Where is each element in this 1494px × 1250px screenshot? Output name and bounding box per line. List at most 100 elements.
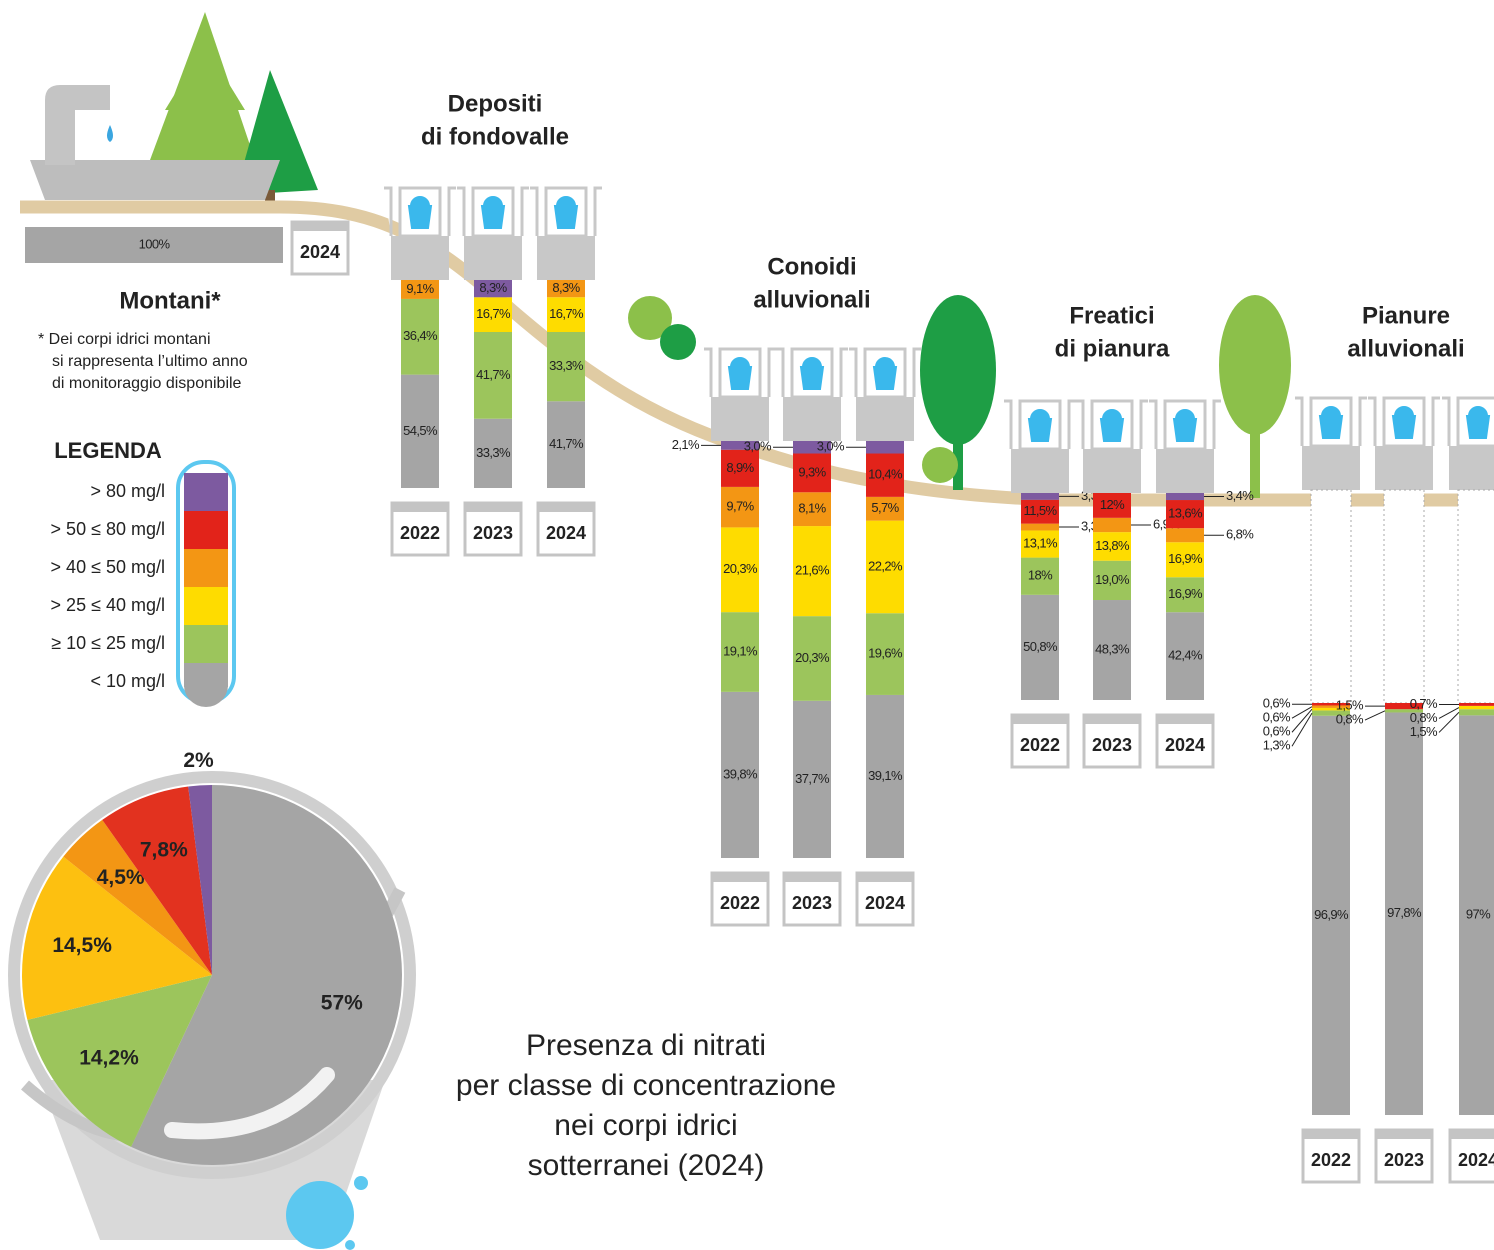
value-label: 1,5%: [1336, 698, 1364, 713]
year-label: 2024: [1458, 1150, 1494, 1170]
value-label: 33,3%: [549, 358, 584, 373]
bar-segment: [1093, 532, 1131, 561]
caption: per classe di concentrazione: [456, 1069, 836, 1102]
value-label: 97,8%: [1387, 905, 1422, 920]
calendar-icon: [1157, 715, 1213, 724]
value-label: 6,8%: [1226, 527, 1254, 542]
bucket-highlight: [164, 1067, 335, 1140]
group-title: Conoidi: [767, 253, 856, 280]
bar-segment: [401, 280, 439, 299]
bar-segment: [547, 332, 585, 402]
calendar-icon: [292, 222, 348, 231]
value-label: 0,6%: [1263, 710, 1291, 725]
value-label: 19,6%: [868, 646, 903, 661]
bar-segment: [793, 441, 831, 454]
value-label: 1,5%: [1410, 724, 1438, 739]
leader-line: [1291, 712, 1313, 747]
calendar-icon: [392, 503, 448, 512]
value-label: 19,0%: [1095, 572, 1130, 587]
legend-label: > 80 mg/l: [90, 481, 165, 501]
bar-segment: [1459, 709, 1494, 716]
calendar-icon: [1376, 1130, 1432, 1139]
bar-segment: [1166, 528, 1204, 543]
bar-segment: [474, 418, 512, 488]
bar-segment: [401, 374, 439, 488]
well-icon: [537, 236, 595, 280]
legend-swatch: [184, 683, 228, 707]
value-label: 0,7%: [1410, 696, 1438, 711]
value-label: 0,8%: [1336, 712, 1364, 727]
value-label: 16,7%: [476, 306, 511, 321]
year-label: 2023: [473, 523, 513, 543]
value-label: 41,7%: [549, 436, 584, 451]
legend-swatch: [184, 473, 228, 511]
well-icon: [1011, 449, 1069, 493]
pie-label: 2%: [183, 749, 214, 772]
pie-label: 14,2%: [79, 1047, 139, 1070]
bar-segment: [866, 694, 904, 858]
calendar-icon: [784, 873, 840, 882]
bar-segment: [1312, 715, 1350, 1115]
legend-swatch: [184, 511, 228, 549]
footnote: si rappresenta l’ultimo anno: [52, 353, 248, 370]
well-bucket: [1027, 409, 1053, 442]
year-label: 2022: [400, 523, 440, 543]
legend-label: > 25 ≤ 40 mg/l: [51, 595, 165, 615]
value-label: 5,7%: [871, 500, 899, 515]
value-label: 8,9%: [726, 460, 754, 475]
value-label: 20,3%: [723, 561, 758, 576]
pie-label: 14,5%: [52, 934, 112, 957]
bar-segment: [1312, 710, 1350, 716]
leader-line: [1364, 710, 1386, 721]
calendar-icon: [1303, 1130, 1359, 1139]
value-label: 0,6%: [1263, 724, 1291, 739]
value-label: 50,8%: [1023, 639, 1058, 654]
group-title: Montani*: [119, 287, 221, 314]
bar-segment: [474, 280, 512, 298]
value-label: 39,8%: [723, 766, 758, 781]
bar-segment: [1385, 712, 1423, 1115]
pie-slice: [131, 785, 402, 1165]
pie-slice: [63, 819, 212, 975]
bar-segment: [793, 492, 831, 527]
pie-label: 57%: [321, 992, 363, 1015]
well-icon: [783, 397, 841, 441]
well-icon: [464, 236, 522, 280]
group-title: Freatici: [1069, 302, 1154, 329]
value-label: 36,4%: [403, 328, 438, 343]
value-label: 37,7%: [795, 771, 830, 786]
year-label: 2023: [1092, 735, 1132, 755]
bar-segment: [1459, 705, 1494, 710]
value-label: 16,9%: [1168, 551, 1203, 566]
pie-slice: [188, 785, 212, 975]
value-label: 16,9%: [1168, 586, 1203, 601]
year-label: 2024: [1165, 735, 1205, 755]
value-label: 1,3%: [1263, 738, 1291, 753]
bar-segment: [401, 298, 439, 375]
footnote: * Dei corpi idrici montani: [38, 331, 211, 348]
well-bucket: [407, 196, 433, 229]
bar-segment: [721, 449, 759, 487]
calendar-icon: [538, 503, 594, 512]
bar-segment: [474, 332, 512, 419]
well-bucket: [872, 357, 898, 390]
value-label: 12%: [1100, 497, 1125, 512]
value-label: 22,2%: [868, 558, 903, 573]
value-label: 9,3%: [798, 464, 826, 479]
bar-segment: [1385, 703, 1423, 710]
caption: nei corpi idrici: [554, 1109, 737, 1142]
bar-segment: [1021, 557, 1059, 595]
leader-line: [1291, 708, 1313, 733]
bar-segment: [1093, 517, 1131, 533]
well-icon: [1083, 449, 1141, 493]
bar-segment: [25, 227, 283, 263]
pie-label: 4,5%: [97, 866, 145, 889]
well-icon: [391, 236, 449, 280]
legend-label: < 10 mg/l: [90, 671, 165, 691]
bar-segment: [793, 526, 831, 617]
caption: sotterranei (2024): [528, 1149, 765, 1182]
value-label: 8,3%: [552, 280, 580, 295]
well-bucket: [1099, 409, 1125, 442]
well-bucket: [1172, 409, 1198, 442]
bar-segment: [1166, 542, 1204, 578]
